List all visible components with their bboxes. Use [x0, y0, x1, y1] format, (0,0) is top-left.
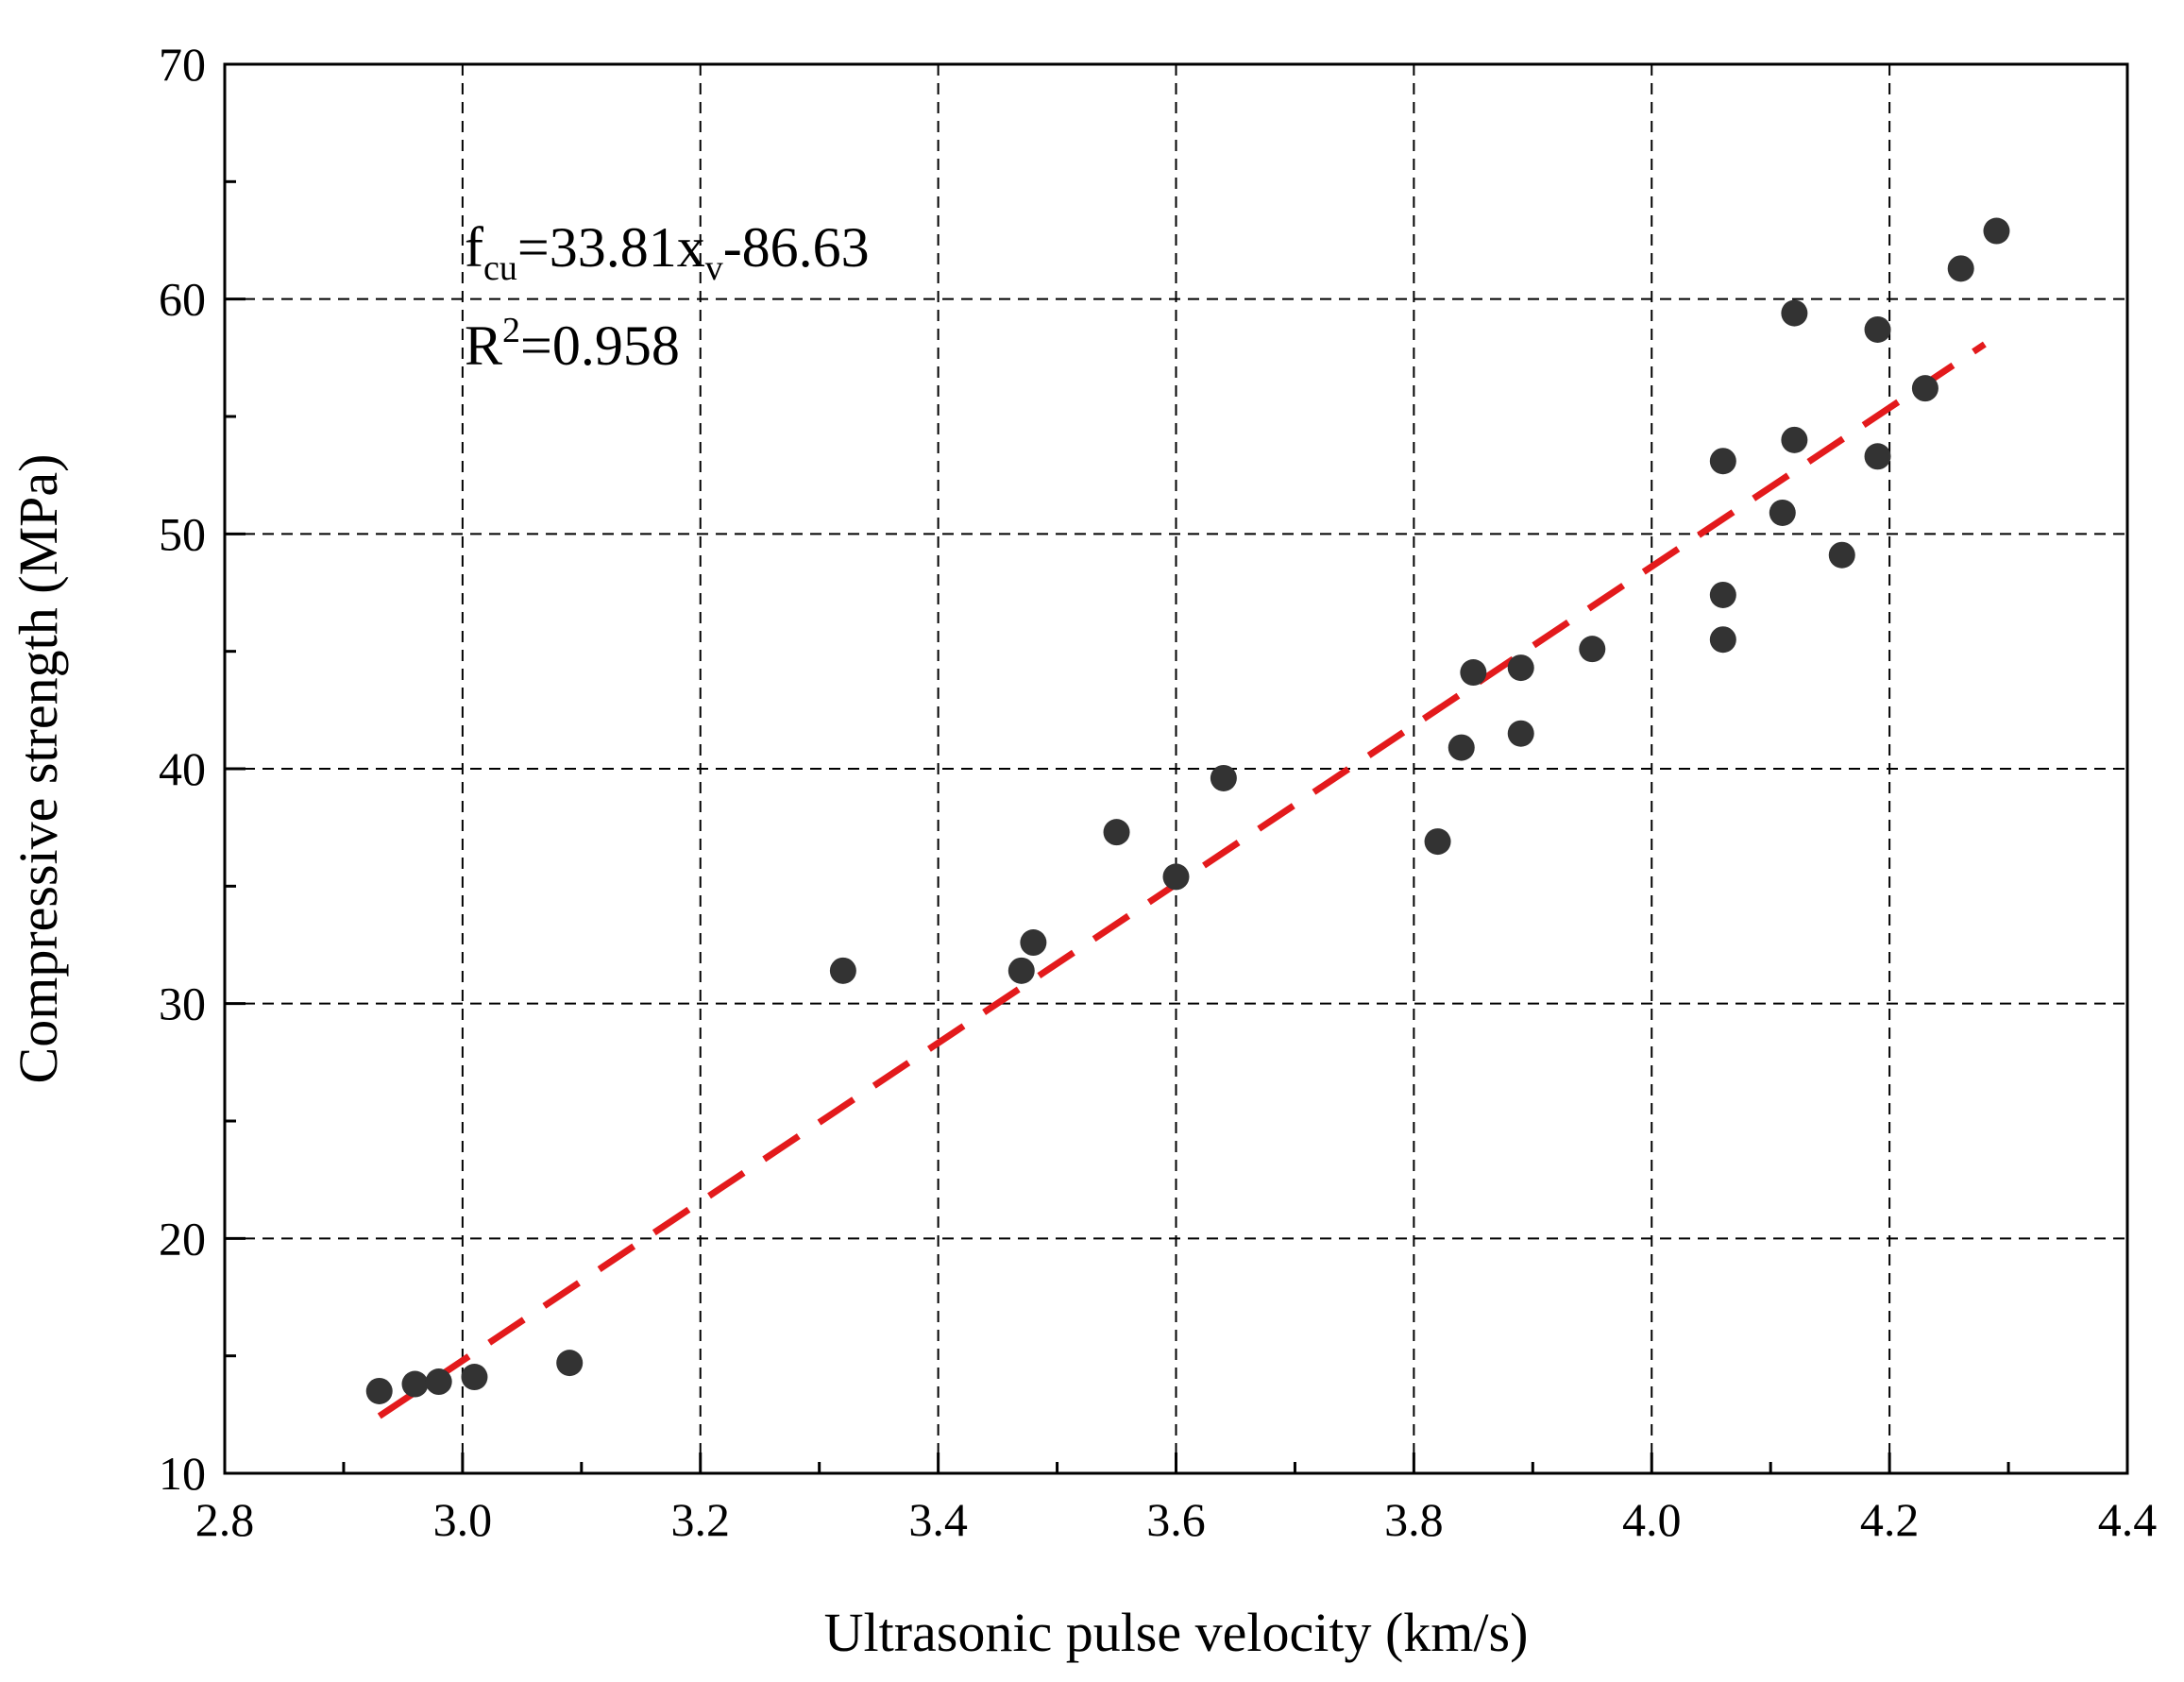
data-point [401, 1370, 429, 1398]
data-point [1864, 443, 1891, 470]
x-tick-label: 3.8 [1384, 1493, 1444, 1546]
data-point [1448, 734, 1475, 761]
data-point [1864, 315, 1891, 343]
x-tick-label: 3.2 [671, 1493, 731, 1546]
regression-equation: fcu=33.81xv-86.63 [465, 216, 870, 288]
data-points [365, 217, 2010, 1404]
y-tick-label: 10 [159, 1447, 206, 1500]
grid-lines [225, 64, 2127, 1473]
x-tick-label: 3.0 [433, 1493, 493, 1546]
x-axis-ticks: 2.8 3.0 3.2 3.4 3.6 3.8 4.0 4.2 4.4 [195, 1453, 2158, 1546]
data-point [365, 1377, 393, 1404]
data-point [1007, 957, 1035, 984]
eq-mid: =33.81x [517, 216, 705, 279]
eq-lhs: f [465, 216, 483, 279]
y-tick-label: 30 [159, 977, 206, 1030]
r2-main: R [465, 314, 502, 377]
data-point [1103, 819, 1130, 846]
x-tick-label: 4.4 [2098, 1493, 2158, 1546]
data-point [1424, 828, 1451, 856]
y-tick-label: 50 [159, 507, 206, 560]
y-axis-title: Compressive strength (MPa) [8, 454, 69, 1084]
data-point [1507, 720, 1534, 747]
r2-rest: =0.958 [520, 314, 680, 377]
data-point [1709, 626, 1736, 654]
data-point [1579, 636, 1606, 663]
data-point [829, 957, 856, 984]
y-axis-ticks: 10 20 30 40 50 60 70 [159, 38, 245, 1500]
x-tick-label: 4.0 [1622, 1493, 1682, 1546]
x-tick-label: 2.8 [195, 1493, 255, 1546]
x-tick-label: 3.6 [1146, 1493, 1206, 1546]
x-tick-label: 4.2 [1860, 1493, 1920, 1546]
eq-rhs: -86.63 [723, 216, 870, 279]
data-point [556, 1350, 584, 1377]
data-point [461, 1364, 488, 1391]
data-point [1020, 929, 1047, 957]
eq-var-subscript: v [705, 248, 723, 288]
data-point [1781, 299, 1808, 327]
x-tick-label: 3.4 [908, 1493, 968, 1546]
eq-lhs-subscript: cu [483, 248, 517, 288]
data-point [1162, 863, 1190, 891]
y-tick-label: 60 [159, 273, 206, 326]
data-point [1828, 541, 1855, 569]
y-tick-label: 20 [159, 1212, 206, 1265]
data-point [1947, 255, 1974, 282]
y-tick-label: 70 [159, 38, 206, 91]
x-axis-title: Ultrasonic pulse velocity (km/s) [824, 1602, 1529, 1663]
data-point [1781, 426, 1808, 453]
data-point [1709, 448, 1736, 475]
r-squared-label: R2=0.958 [465, 311, 680, 377]
data-point [1507, 654, 1534, 682]
data-point [1911, 375, 1939, 402]
data-point [1983, 217, 2010, 245]
data-point [1460, 659, 1487, 687]
data-point [425, 1368, 452, 1396]
data-point [1210, 764, 1237, 791]
data-point [1769, 499, 1796, 526]
r2-superscript: 2 [502, 311, 520, 350]
y-tick-label: 40 [159, 742, 206, 795]
data-point [1709, 581, 1736, 608]
